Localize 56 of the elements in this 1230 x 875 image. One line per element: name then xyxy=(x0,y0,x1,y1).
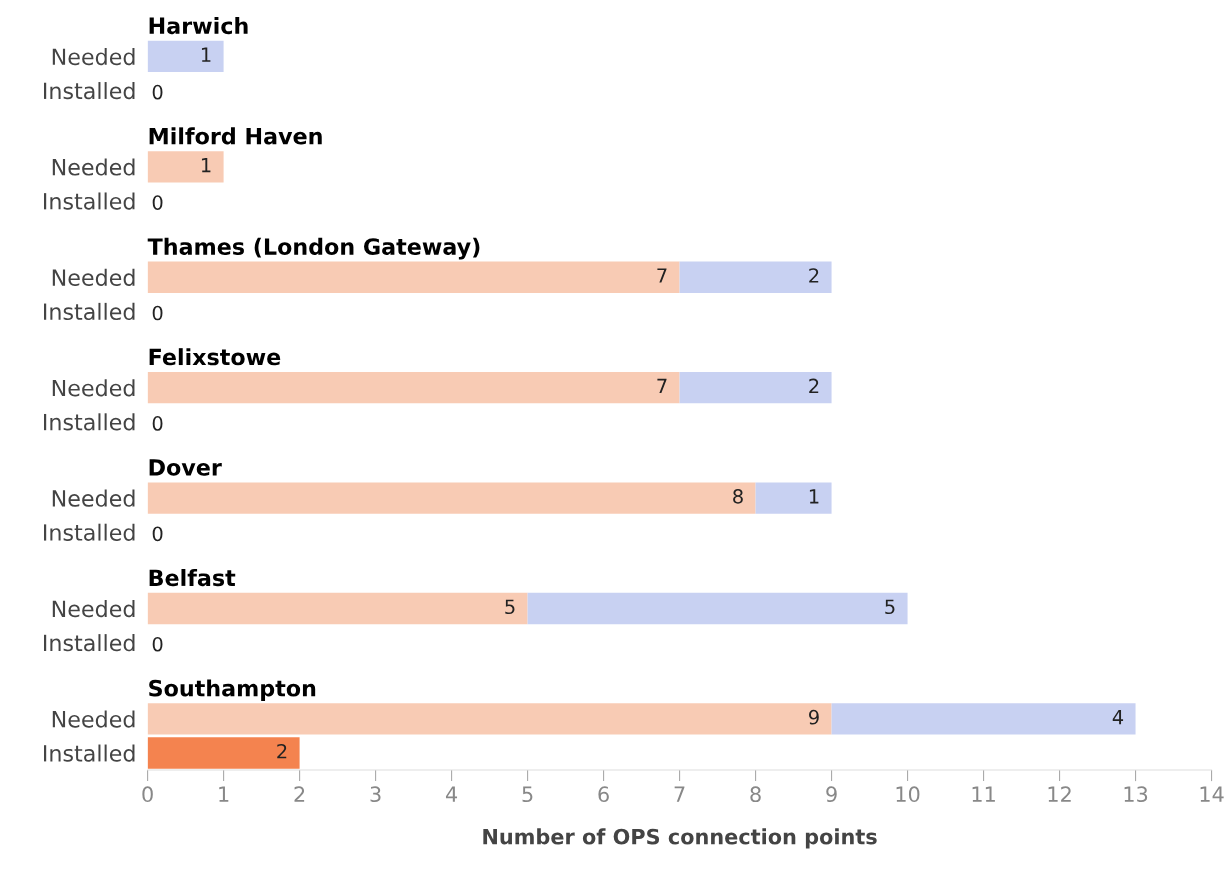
x-tick-label: 4 xyxy=(445,786,458,802)
chart-title: Felixstowe xyxy=(149,348,281,366)
x-tick-label: 12 xyxy=(1048,786,1071,802)
y-tick-label: Installed xyxy=(44,523,135,541)
x-tick-label: 5 xyxy=(522,786,533,803)
y-tick-label: Needed xyxy=(52,489,135,507)
y-tick-label: Installed xyxy=(44,744,135,762)
data-label: 5 xyxy=(885,599,895,615)
data-label: 0 xyxy=(152,416,163,431)
data-label: 2 xyxy=(277,743,287,759)
chart-title: Thames (London Gateway) xyxy=(147,237,480,260)
data-label: 8 xyxy=(733,488,743,504)
y-tick-label: Installed xyxy=(44,413,135,431)
data-label: 0 xyxy=(152,526,163,542)
data-label: 1 xyxy=(809,489,819,504)
chart-title: Belfast xyxy=(149,568,236,587)
x-tick-label: 3 xyxy=(370,786,381,803)
chart-title: Milford Haven xyxy=(149,127,322,145)
chart-title: Harwich xyxy=(149,16,248,35)
data-label: 2 xyxy=(809,268,819,283)
data-label: 0 xyxy=(152,636,163,652)
chart-title: Southampton xyxy=(149,679,316,701)
x-tick-label: 9 xyxy=(826,786,837,803)
data-label: 4 xyxy=(1112,710,1124,725)
y-tick-label: Needed xyxy=(52,600,135,618)
y-tick-label: Installed xyxy=(44,82,135,100)
y-tick-label: Needed xyxy=(52,47,135,66)
x-tick-label: 2 xyxy=(294,786,305,802)
x-tick-label: 6 xyxy=(598,786,609,803)
x-tick-label: 0 xyxy=(142,786,153,803)
y-tick-label: Needed xyxy=(52,158,135,176)
data-label: 7 xyxy=(657,378,667,394)
data-label: 9 xyxy=(809,709,819,725)
x-tick-label: 7 xyxy=(674,786,685,802)
data-label: 1 xyxy=(201,47,211,62)
data-label: 1 xyxy=(201,158,211,173)
y-tick-label: Needed xyxy=(52,710,135,728)
y-tick-label: Needed xyxy=(52,268,135,286)
x-tick-label: 8 xyxy=(750,786,761,803)
x-tick-label: 14 xyxy=(1200,786,1224,802)
y-tick-label: Installed xyxy=(44,192,135,210)
chart-title: Dover xyxy=(149,459,222,476)
x-tick-label: 10 xyxy=(896,786,920,803)
x-tick-label: 13 xyxy=(1124,786,1148,803)
data-label: 0 xyxy=(152,195,163,210)
x-tick-label: 1 xyxy=(219,786,229,802)
data-label: 2 xyxy=(809,378,819,394)
x-tick-label: 11 xyxy=(972,786,995,802)
x-axis-title: Number of OPS connection points xyxy=(483,828,877,849)
data-label: 0 xyxy=(152,305,163,321)
y-tick-label: Installed xyxy=(44,634,135,652)
y-tick-label: Needed xyxy=(52,379,135,397)
data-label: 0 xyxy=(152,84,163,100)
data-label: 5 xyxy=(505,599,515,615)
y-tick-label: Installed xyxy=(44,302,135,321)
data-label: 7 xyxy=(657,268,667,283)
